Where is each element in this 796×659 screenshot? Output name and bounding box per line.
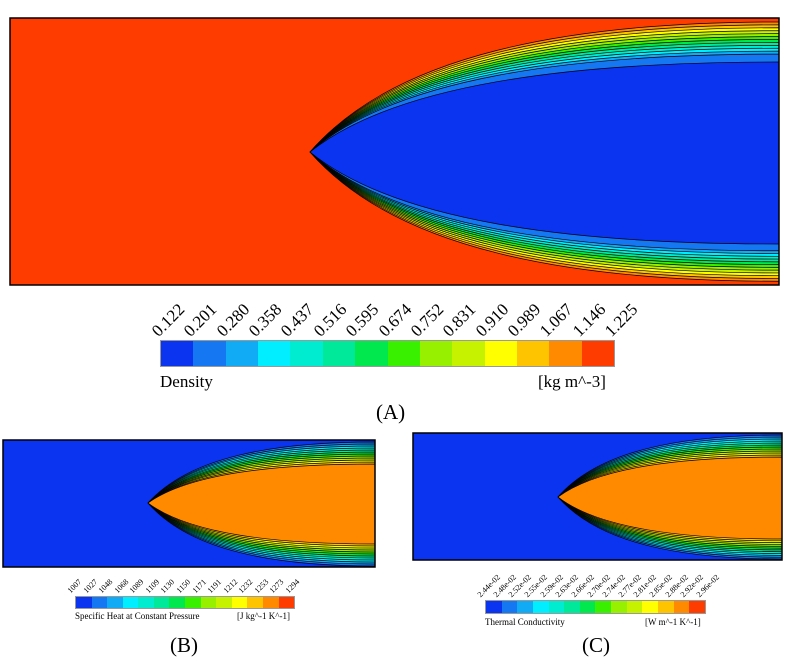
thermal-conductivity-swatch xyxy=(689,601,705,613)
specific-heat-frame xyxy=(2,439,376,568)
density-swatch xyxy=(355,341,388,366)
panel-caption-b: (B) xyxy=(170,633,198,657)
density-colorbar-title: Density xyxy=(160,372,213,391)
density-swatch xyxy=(516,341,550,366)
specific-heat-swatch xyxy=(185,597,201,608)
thermal-conductivity-swatch xyxy=(673,601,690,613)
thermal-conductivity-swatch xyxy=(626,601,643,613)
density-swatch xyxy=(161,341,194,366)
density-swatch xyxy=(290,341,323,366)
thermal-conductivity-swatch xyxy=(564,601,580,613)
specific-heat-swatch xyxy=(138,597,154,608)
thermal-conductivity-swatch xyxy=(611,601,627,613)
density-swatch xyxy=(225,341,259,366)
density-colorbar-units: [kg m^-3] xyxy=(538,372,606,391)
specific-heat-swatch xyxy=(278,597,295,608)
specific-heat-colorbar-title: Specific Heat at Constant Pressure xyxy=(75,611,200,621)
specific-heat-colorbar-units: [J kg^-1 K^-1] xyxy=(237,611,290,621)
density-swatch xyxy=(452,341,485,366)
thermal-conductivity-colorbar-title: Thermal Conductivity xyxy=(485,617,565,627)
thermal-conductivity-swatch xyxy=(548,601,565,613)
density-contour-plot xyxy=(9,17,780,286)
specific-heat-swatch xyxy=(107,597,123,608)
density-colorbar xyxy=(160,340,615,367)
density-swatch xyxy=(484,341,517,366)
thermal-conductivity-contour-plot xyxy=(412,432,783,561)
specific-heat-swatch xyxy=(216,597,232,608)
specific-heat-swatch xyxy=(153,597,170,608)
thermal-conductivity-swatch xyxy=(486,601,502,613)
density-frame xyxy=(9,17,780,286)
thermal-conductivity-colorbar-units: [W m^-1 K^-1] xyxy=(645,617,701,627)
thermal-conductivity-frame xyxy=(412,432,783,561)
density-swatch xyxy=(193,341,226,366)
thermal-conductivity-swatch xyxy=(501,601,518,613)
density-swatch xyxy=(549,341,582,366)
panel-caption-a: (A) xyxy=(376,400,406,424)
specific-heat-swatch xyxy=(122,597,139,608)
thermal-conductivity-swatch xyxy=(642,601,659,613)
specific-heat-contour-plot xyxy=(2,439,376,568)
density-swatch xyxy=(322,341,356,366)
specific-heat-swatch xyxy=(262,597,279,608)
specific-heat-swatch xyxy=(200,597,217,608)
specific-heat-colorbar xyxy=(75,596,295,609)
specific-heat-swatch xyxy=(76,597,92,608)
specific-heat-swatch xyxy=(231,597,248,608)
thermal-conductivity-colorbar xyxy=(485,600,706,614)
density-swatch xyxy=(581,341,615,366)
thermal-conductivity-swatch xyxy=(517,601,533,613)
thermal-conductivity-swatch xyxy=(658,601,674,613)
thermal-conductivity-swatch xyxy=(579,601,596,613)
specific-heat-swatch xyxy=(169,597,186,608)
panel-caption-c: (C) xyxy=(582,633,610,657)
thermal-conductivity-swatch xyxy=(532,601,549,613)
thermal-conductivity-swatch xyxy=(595,601,612,613)
density-swatch xyxy=(419,341,453,366)
density-swatch xyxy=(387,341,420,366)
specific-heat-swatch xyxy=(91,597,108,608)
density-swatch xyxy=(258,341,291,366)
specific-heat-swatch xyxy=(247,597,263,608)
